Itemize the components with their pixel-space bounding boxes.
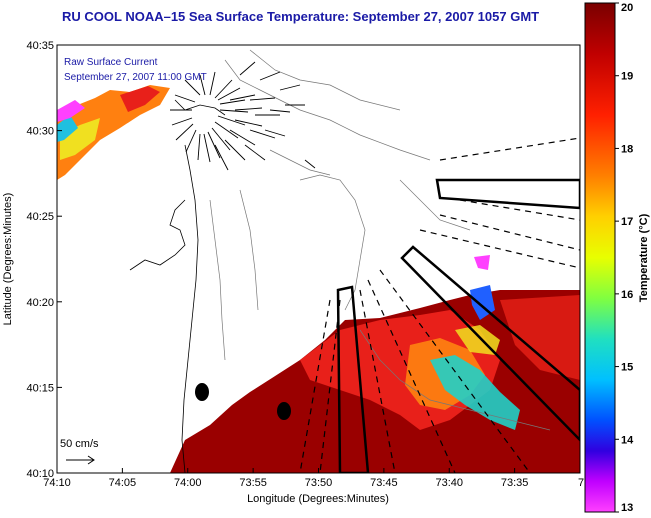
x-tick-label: 73:35 (501, 477, 529, 489)
buoy-marker-1 (195, 383, 209, 401)
overlay-line2: September 27, 2007 11:00 GMT (64, 72, 207, 83)
sst-nw-patch (57, 85, 170, 180)
bathymetry-contours (209, 49, 551, 431)
colorbar-tick-label: 14 (621, 434, 634, 446)
y-tick-label: 40:20 (26, 297, 54, 309)
current-vectors (170, 61, 316, 171)
colorbar-tick-label: 15 (621, 362, 633, 374)
x-axis-label: Longitude (Degrees:Minutes) (247, 493, 389, 505)
overlay-line1: Raw Surface Current (64, 57, 158, 68)
colorbar-ticks: 20 19 18 17 16 15 14 13 (615, 2, 634, 514)
colorbar-tick-label: 18 (621, 143, 633, 155)
beam-south (336, 285, 370, 473)
colorbar-tick-label: 16 (621, 289, 633, 301)
sst-nw-cyan (57, 115, 78, 142)
map-panel: Raw Surface Current September 27, 2007 1… (57, 45, 580, 473)
buoy-marker-2 (277, 402, 291, 420)
sst-east-red (500, 295, 580, 380)
sst-nw-yellow (60, 118, 100, 160)
radar-beams (299, 137, 580, 473)
y-axis-ticks: 40:35 40:30 40:25 40:20 40:15 40:10 (26, 40, 62, 480)
colorbar-tick-label: 13 (621, 502, 633, 514)
colorbar-tick-label: 20 (621, 2, 633, 14)
colorbar (584, 2, 616, 513)
x-tick-label: 73:50 (305, 477, 333, 489)
y-tick-label: 40:35 (26, 40, 54, 52)
sst-nw-red (120, 86, 160, 112)
x-tick-label: 73:55 (239, 477, 267, 489)
x-tick-label: 74:10 (43, 477, 71, 489)
y-tick-label: 40:30 (26, 126, 54, 138)
colorbar-tick-label: 19 (621, 71, 633, 83)
colorbar-label: Temperature (°C) (638, 213, 650, 302)
x-tick-label: 73:45 (370, 477, 398, 489)
x-tick-label: 73:40 (435, 477, 463, 489)
y-tick-label: 40:15 (26, 382, 54, 394)
velocity-scale-label: 50 cm/s (60, 438, 99, 450)
y-tick-label: 40:25 (26, 211, 54, 223)
x-tick-label: 74:05 (109, 477, 137, 489)
x-axis-ticks: 74:10 74:05 74:00 73:55 73:50 73:45 73:40 73:35… (43, 468, 599, 489)
beam-southeast (400, 245, 580, 442)
coastline (129, 99, 226, 473)
y-tick-label: 40:10 (26, 468, 54, 480)
y-axis-label: Latitude (Degrees:Minutes) (2, 193, 14, 326)
x-tick-label: 74:00 (174, 477, 202, 489)
sst-cool-band (430, 355, 520, 430)
colorbar-tick-label: 17 (621, 216, 633, 228)
velocity-scale-arrow (66, 455, 95, 465)
beam-east (435, 178, 580, 210)
map-title: RU COOL NOAA–15 Sea Surface Temperature:… (62, 9, 539, 24)
sst-north-magenta (474, 255, 490, 270)
sst-nw-magenta (57, 100, 85, 122)
